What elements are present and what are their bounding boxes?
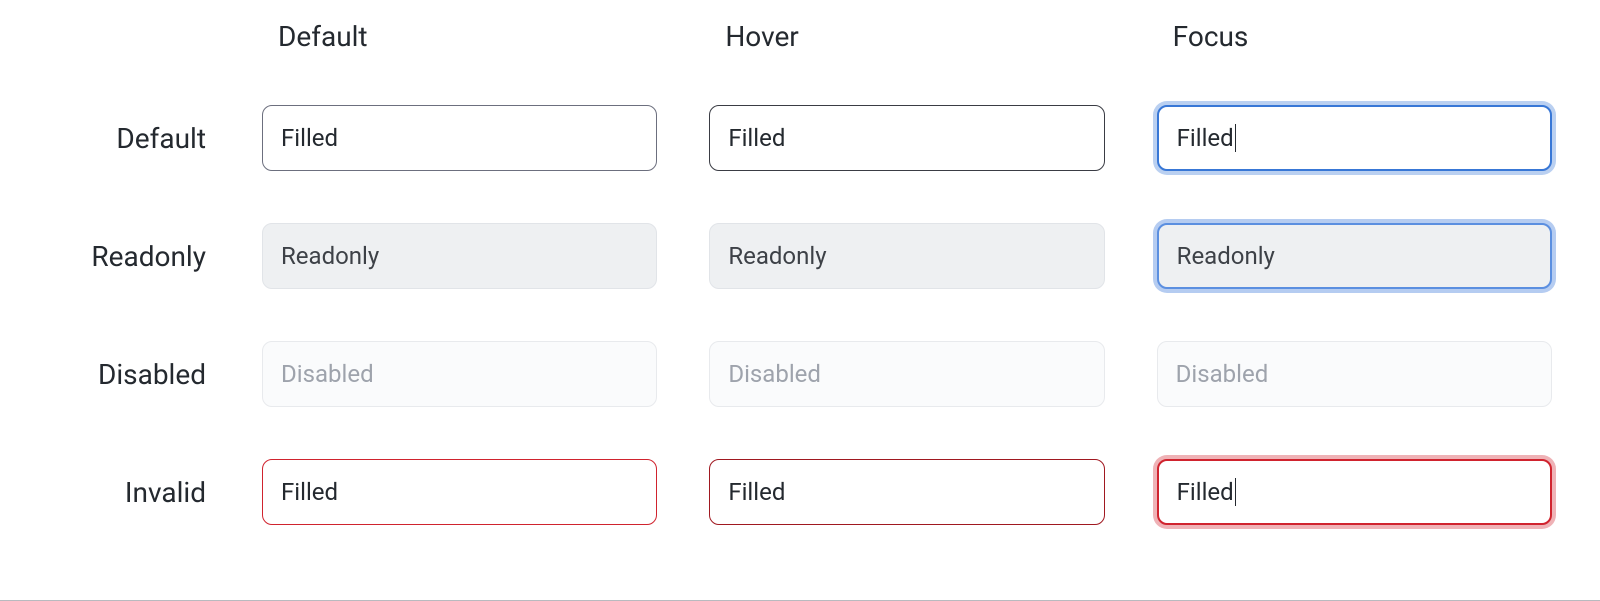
input-value: Filled [281, 124, 338, 152]
cell-disabled-focus: Disabled [1157, 341, 1552, 407]
input-invalid-default[interactable]: Filled [262, 459, 657, 525]
cell-readonly-default: Readonly [262, 223, 657, 289]
row-header-default: Default [0, 122, 210, 155]
input-value: Disabled [1176, 360, 1269, 388]
col-header-default: Default [262, 20, 657, 53]
input-disabled-hover: Disabled [709, 341, 1104, 407]
row-header-disabled: Disabled [0, 358, 210, 391]
cell-default-hover: Filled [709, 105, 1104, 171]
input-states-matrix: Default Hover Focus Default Filled Fille… [0, 0, 1600, 601]
cell-default-default: Filled [262, 105, 657, 171]
cell-readonly-hover: Readonly [709, 223, 1104, 289]
row-header-readonly: Readonly [0, 240, 210, 273]
col-header-focus: Focus [1157, 20, 1552, 53]
input-value: Readonly [728, 242, 826, 270]
input-readonly-focus[interactable]: Readonly [1157, 223, 1552, 289]
input-value: Filled [728, 478, 785, 506]
input-invalid-hover[interactable]: Filled [709, 459, 1104, 525]
cell-invalid-focus: Filled [1157, 459, 1552, 525]
cell-readonly-focus: Readonly [1157, 223, 1552, 289]
input-default-focus[interactable]: Filled [1157, 105, 1552, 171]
cell-invalid-default: Filled [262, 459, 657, 525]
cell-default-focus: Filled [1157, 105, 1552, 171]
input-invalid-focus[interactable]: Filled [1157, 459, 1552, 525]
input-disabled-focus: Disabled [1157, 341, 1552, 407]
input-readonly-default[interactable]: Readonly [262, 223, 657, 289]
input-value: Disabled [728, 360, 821, 388]
input-value: Filled [281, 478, 338, 506]
cell-disabled-hover: Disabled [709, 341, 1104, 407]
input-value: Disabled [281, 360, 374, 388]
cell-invalid-hover: Filled [709, 459, 1104, 525]
input-readonly-hover[interactable]: Readonly [709, 223, 1104, 289]
row-header-invalid: Invalid [0, 476, 210, 509]
input-value: Filled [1177, 124, 1234, 152]
cell-disabled-default: Disabled [262, 341, 657, 407]
text-caret [1235, 478, 1236, 506]
input-disabled-default: Disabled [262, 341, 657, 407]
input-value: Readonly [1177, 242, 1275, 270]
input-default-hover[interactable]: Filled [709, 105, 1104, 171]
col-header-hover: Hover [709, 20, 1104, 53]
text-caret [1235, 124, 1236, 152]
state-grid: Default Hover Focus Default Filled Fille… [0, 0, 1600, 525]
input-value: Filled [1177, 478, 1234, 506]
input-value: Readonly [281, 242, 379, 270]
input-default-default[interactable]: Filled [262, 105, 657, 171]
input-value: Filled [728, 124, 785, 152]
